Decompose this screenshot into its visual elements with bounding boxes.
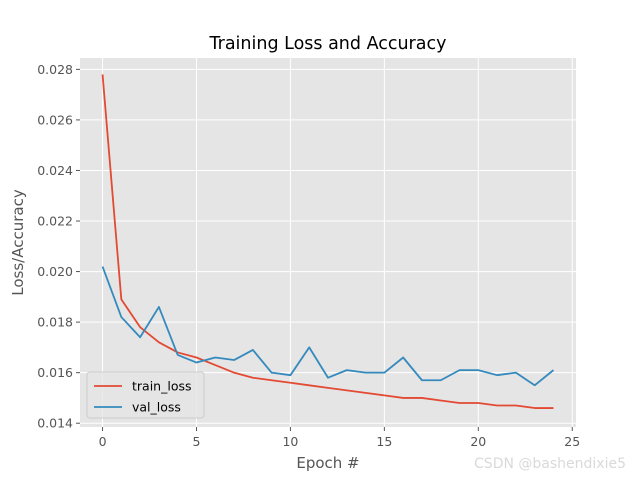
x-axis-label: Epoch # (296, 454, 359, 472)
y-tick-label: 0.024 (37, 163, 73, 178)
x-tick-label: 20 (470, 434, 486, 449)
chart-title: Training Loss and Accuracy (209, 34, 447, 54)
y-tick-label: 0.016 (37, 365, 73, 380)
y-tick-label: 0.028 (37, 62, 73, 77)
y-axis-label: Loss/Accuracy (9, 189, 27, 296)
y-tick-label: 0.026 (37, 112, 73, 127)
x-tick-label: 15 (376, 434, 392, 449)
legend-label-val-loss: val_loss (132, 400, 181, 415)
y-tick-label: 0.022 (37, 214, 73, 229)
series-line-val-loss (101, 266, 555, 387)
x-tick-label: 5 (193, 434, 201, 449)
x-tick-label: 10 (282, 434, 298, 449)
y-tick-label: 0.018 (37, 315, 73, 330)
series-lines (101, 74, 555, 409)
watermark-text: CSDN @bashendixie5 (474, 456, 626, 472)
y-tick-label: 0.014 (37, 416, 73, 431)
series-line-train-loss (101, 74, 554, 409)
x-tick-label: 0 (99, 434, 107, 449)
x-tick-label: 25 (564, 434, 580, 449)
tick-labels: 0 5 10 15 20 25 0.014 0.016 0.018 0.020 0.022 0.024… (37, 62, 580, 449)
legend: train_loss val_loss (86, 371, 205, 419)
y-tick-label: 0.020 (37, 264, 73, 279)
legend-label-train-loss: train_loss (132, 379, 192, 394)
